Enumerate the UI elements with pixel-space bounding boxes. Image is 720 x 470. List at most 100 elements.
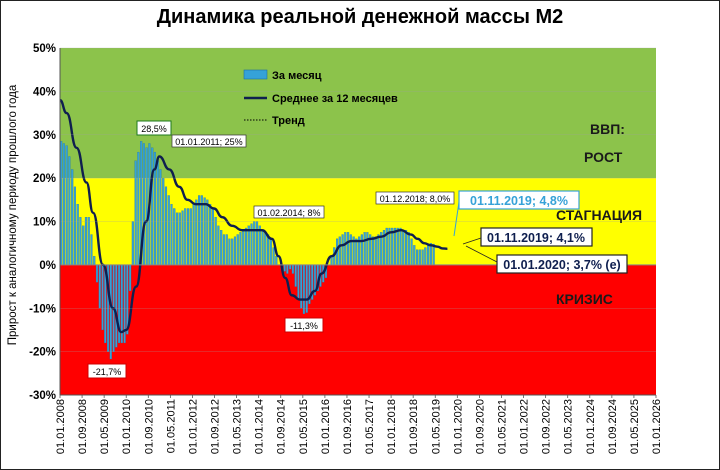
annotation-box bbox=[253, 205, 325, 219]
monthly-bar bbox=[427, 245, 430, 265]
x-tick-label: 01.01.2012 bbox=[187, 399, 199, 454]
legend-label-avg: Среднее за 12 месяцев bbox=[272, 93, 398, 105]
avg12-line bbox=[60, 98, 448, 334]
x-tick-label: 01.01.2026 bbox=[651, 399, 663, 454]
axis-layer: 50% 40% 30% 20% 10% 0% -10% -20% -30%01.01.2008 0… bbox=[29, 43, 663, 454]
monthly-bar bbox=[228, 238, 231, 266]
monthly-bar bbox=[175, 212, 179, 265]
x-tick-label: 01.05.2021 bbox=[496, 399, 508, 454]
monthly-bar bbox=[79, 217, 82, 266]
monthly-bar bbox=[173, 208, 176, 266]
annotation-box bbox=[171, 134, 247, 148]
monthly-bar bbox=[418, 249, 421, 266]
monthly-bar bbox=[82, 225, 85, 265]
monthly-bar bbox=[363, 232, 366, 265]
x-tick-label: 01.09.2010 bbox=[143, 399, 155, 454]
y-tick-label: 10% bbox=[33, 217, 56, 229]
monthly-bar bbox=[170, 204, 173, 265]
y-tick-label: 20% bbox=[33, 173, 56, 185]
x-tick-label: 01.09.2008 bbox=[77, 399, 89, 454]
monthly-bar bbox=[95, 264, 99, 283]
monthly-bar bbox=[87, 217, 90, 266]
monthly-bar bbox=[349, 234, 352, 265]
zone-band bbox=[60, 264, 656, 395]
monthly-bar bbox=[76, 204, 79, 265]
monthly-bar bbox=[200, 195, 203, 266]
monthly-bar bbox=[84, 217, 88, 266]
y-tick-label: 30% bbox=[33, 130, 56, 142]
monthly-bar bbox=[206, 199, 209, 265]
monthly-bar bbox=[289, 264, 292, 270]
monthly-bar bbox=[187, 208, 190, 266]
zone-label-growth: РОСТ bbox=[584, 149, 623, 165]
monthly-bar bbox=[214, 217, 217, 266]
annotation-label: 01.02.2014; 8% bbox=[257, 208, 320, 218]
legend-swatch-bars bbox=[243, 69, 268, 80]
monthly-bar bbox=[142, 143, 145, 265]
x-tick-label: 01.09.2024 bbox=[607, 399, 619, 454]
monthly-bar bbox=[220, 230, 223, 266]
x-tick-label: 01.05.2025 bbox=[629, 399, 641, 454]
x-tick-label: 01.05.2017 bbox=[364, 399, 376, 454]
monthly-bar bbox=[151, 147, 154, 265]
monthly-bar bbox=[305, 264, 308, 313]
monthly-bar bbox=[244, 227, 248, 266]
monthly-bar bbox=[416, 249, 419, 266]
monthly-bar bbox=[192, 204, 195, 265]
zone-labels-layer: ВВП: РОСТ СТАГНАЦИЯ КРИЗИС bbox=[556, 121, 642, 307]
x-tick-label: 01.01.2024 bbox=[585, 399, 597, 454]
annotation-label: 01.12.2018; 8,0% bbox=[380, 194, 451, 204]
annotation-leader bbox=[465, 245, 498, 263]
x-tick-label: 01.09.2016 bbox=[342, 399, 354, 454]
monthly-bar bbox=[137, 151, 140, 266]
x-tick-label: 01.05.2011 bbox=[165, 399, 177, 453]
monthly-bar bbox=[374, 236, 377, 265]
x-tick-label: 01.09.2020 bbox=[474, 399, 486, 454]
monthly-bar bbox=[211, 208, 214, 266]
monthly-bar bbox=[341, 234, 344, 265]
monthly-bar bbox=[275, 256, 278, 266]
annotation-box bbox=[284, 317, 324, 333]
monthly-bar bbox=[407, 232, 410, 265]
annotation-box bbox=[87, 363, 127, 379]
monthly-bar bbox=[283, 264, 286, 272]
x-tick-label: 01.05.2019 bbox=[430, 399, 442, 454]
annotation-label: -11,3% bbox=[290, 321, 318, 331]
annotation-box bbox=[458, 190, 580, 210]
x-tick-label: 01.05.2023 bbox=[563, 399, 575, 454]
monthly-bar bbox=[217, 225, 220, 265]
monthly-bar bbox=[198, 195, 201, 266]
x-tick-label: 01.09.2022 bbox=[541, 399, 553, 454]
x-tick-label: 01.01.2016 bbox=[320, 399, 332, 454]
y-tick-label: 0% bbox=[39, 260, 56, 272]
monthly-bar bbox=[115, 264, 118, 348]
monthly-bar bbox=[410, 238, 413, 266]
legend-label-bars: За месяц bbox=[272, 70, 322, 82]
monthly-bar bbox=[209, 204, 212, 265]
monthly-bar bbox=[377, 234, 380, 265]
x-tick-label: 01.01.2008 bbox=[55, 399, 67, 454]
monthly-bar bbox=[402, 230, 405, 266]
x-tick-label: 01.05.2009 bbox=[99, 399, 111, 454]
monthly-bar bbox=[404, 230, 408, 266]
annotations-layer: 28,5% 01.01.2011; 25% -21,7% 01.02.2014; 8%… bbox=[87, 120, 628, 379]
monthly-bar bbox=[90, 234, 93, 265]
monthly-bar bbox=[62, 143, 65, 265]
monthly-bar bbox=[424, 247, 427, 265]
annotation-leader bbox=[453, 201, 460, 237]
legend-label-trend: Тренд bbox=[272, 115, 305, 127]
monthly-bar bbox=[101, 264, 104, 331]
monthly-bar bbox=[156, 160, 159, 265]
monthly-bar bbox=[233, 236, 237, 265]
annotation-label: 28,5% bbox=[141, 124, 167, 134]
monthly-bar bbox=[203, 197, 206, 265]
annotation-label: 01.11.2019; 4,8% bbox=[470, 194, 568, 208]
monthly-bar bbox=[93, 256, 96, 266]
x-tick-label: 01.01.2018 bbox=[386, 399, 398, 454]
annotation-label: 01.01.2020; 3,7% (e) bbox=[503, 258, 620, 272]
monthly-bar bbox=[261, 230, 264, 266]
annotation-label: -21,7% bbox=[93, 367, 122, 377]
monthly-bar bbox=[344, 232, 347, 265]
annotation-box bbox=[480, 227, 593, 247]
